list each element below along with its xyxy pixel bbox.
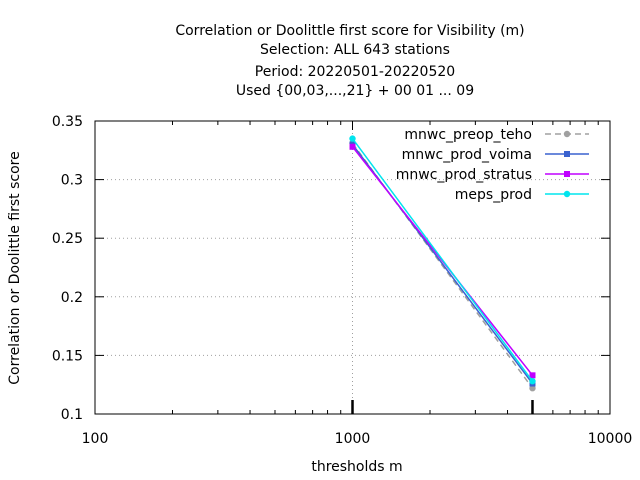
chart-title-line-4: Used {00,03,...,21} + 00 01 ... 09 bbox=[236, 83, 474, 99]
x-tick-label: 1000 bbox=[335, 431, 371, 447]
plot-frame bbox=[94, 120, 611, 415]
y-tick-label: 0.1 bbox=[61, 407, 83, 423]
legend-entry: meps_prod bbox=[455, 187, 589, 203]
y-tick-label: 0.2 bbox=[61, 290, 83, 306]
legend-entry: mnwc_prod_stratus bbox=[396, 167, 589, 183]
y-axis-label: Correlation or Doolittle first score bbox=[7, 151, 23, 384]
legend-label: mnwc_preop_teho bbox=[404, 127, 532, 143]
data-point bbox=[529, 385, 536, 392]
data-point bbox=[529, 377, 536, 385]
legend-label: mnwc_prod_stratus bbox=[396, 167, 532, 183]
series-meps_prod bbox=[349, 135, 536, 385]
chart-title-line-1: Correlation or Doolittle first score for… bbox=[175, 23, 524, 39]
legend-entry: mnwc_preop_teho bbox=[404, 127, 589, 143]
chart-title-line-2: Selection: ALL 643 stations bbox=[260, 42, 450, 58]
y-tick-label: 0.35 bbox=[52, 114, 83, 130]
y-tick-label: 0.25 bbox=[52, 231, 83, 247]
chart-title-line-3: Period: 20220501-20220520 bbox=[255, 64, 455, 80]
data-point bbox=[349, 143, 356, 150]
legend-label: meps_prod bbox=[455, 187, 532, 203]
data-point bbox=[349, 135, 356, 142]
x-tick-label: 100 bbox=[82, 431, 109, 447]
axis-ticks bbox=[94, 120, 611, 415]
grid bbox=[95, 121, 610, 414]
chart-title: Correlation or Doolittle first score for… bbox=[175, 23, 524, 99]
legend-marker bbox=[563, 190, 571, 198]
series-line bbox=[351, 138, 534, 382]
series bbox=[349, 135, 536, 392]
y-tick-label: 0.15 bbox=[52, 348, 83, 364]
legend: mnwc_preop_teho mnwc_prod_voima mnwc_prod_… bbox=[396, 127, 589, 203]
x-tick-label: 10000 bbox=[588, 431, 633, 447]
x-axis-label: thresholds m bbox=[311, 459, 402, 475]
data-point bbox=[529, 372, 536, 379]
legend-label: mnwc_prod_voima bbox=[402, 147, 532, 163]
legend-marker bbox=[564, 171, 570, 177]
y-tick-label: 0.3 bbox=[61, 173, 83, 189]
legend-marker bbox=[564, 151, 570, 157]
legend-marker bbox=[563, 130, 571, 138]
tick-labels: 0.1 0.15 0.2 0.25 0.3 0.35 100 1000 10000 bbox=[52, 114, 632, 447]
legend-entry: mnwc_prod_voima bbox=[402, 147, 589, 163]
